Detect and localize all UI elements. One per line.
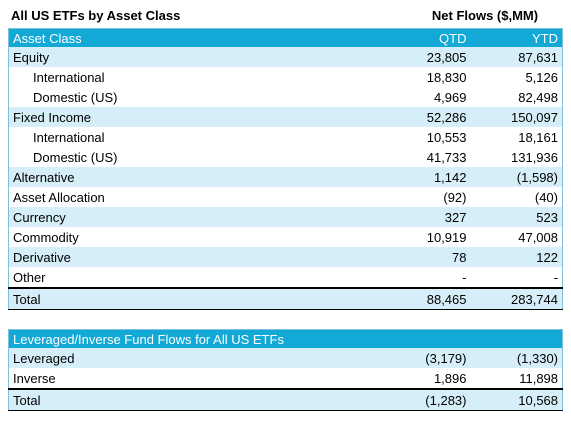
net-flows-label: Net Flows ($,MM) xyxy=(431,8,539,23)
row-ytd: 18,161 xyxy=(518,129,558,145)
row-label: Alternative xyxy=(8,167,339,187)
row-qtd: (92) xyxy=(443,189,467,205)
total-label: Total xyxy=(8,388,339,411)
row-label: Derivative xyxy=(8,247,339,267)
table-header: Leveraged/Inverse Fund Flows for All US … xyxy=(8,329,563,348)
row-ytd: 11,898 xyxy=(519,370,559,386)
row-qtd: 327 xyxy=(338,207,471,227)
row-ytd: (1,598) xyxy=(470,167,563,187)
row-ytd: (1,330) xyxy=(470,348,563,368)
total-row: Total (1,283) 10,568 xyxy=(8,388,563,411)
row-qtd: 18,830 xyxy=(426,69,467,85)
total-qtd: 88,465 xyxy=(338,287,471,310)
table-row: Equity 23,805 87,631 xyxy=(8,47,563,67)
row-qtd: 78 xyxy=(338,247,471,267)
table-row: Leveraged (3,179) (1,330) xyxy=(8,348,563,368)
row-ytd: (40) xyxy=(534,189,558,205)
row-label: Inverse xyxy=(13,370,56,386)
row-ytd: 131,936 xyxy=(511,149,558,165)
row-qtd: 10,919 xyxy=(426,229,467,245)
row-qtd: 4,969 xyxy=(433,89,467,105)
row-qtd: (3,179) xyxy=(338,348,471,368)
row-ytd: 523 xyxy=(470,207,563,227)
row-label: Domestic (US) xyxy=(33,149,118,165)
row-qtd: 52,286 xyxy=(338,107,471,127)
row-qtd: - xyxy=(462,269,467,285)
header-qtd: QTD xyxy=(338,28,471,47)
report-title: All US ETFs by Asset Class xyxy=(11,8,181,23)
title-row: All US ETFs by Asset Class Net Flows ($,… xyxy=(8,8,562,26)
table-row: Currency 327 523 xyxy=(8,207,563,227)
table-row: Asset Allocation (92) (40) xyxy=(9,187,563,207)
row-qtd: 10,553 xyxy=(426,129,467,145)
table-row: Commodity 10,919 47,008 xyxy=(9,227,563,247)
row-ytd: 122 xyxy=(470,247,563,267)
row-qtd: 1,896 xyxy=(433,370,467,386)
table-row: International 10,553 18,161 xyxy=(9,127,563,147)
row-ytd: 47,008 xyxy=(518,229,558,245)
total-ytd: 283,744 xyxy=(470,287,563,310)
header-asset-class: Asset Class xyxy=(8,28,339,47)
table-row: Inverse 1,896 11,898 xyxy=(9,368,563,389)
table-row: Other - - xyxy=(9,267,563,288)
row-ytd: 150,097 xyxy=(470,107,563,127)
row-label: Equity xyxy=(8,47,339,67)
table-row: Alternative 1,142 (1,598) xyxy=(8,167,563,187)
table-row: Fixed Income 52,286 150,097 xyxy=(8,107,563,127)
total-label: Total xyxy=(8,287,339,310)
row-label: Leveraged xyxy=(8,348,339,368)
row-ytd: 5,126 xyxy=(525,69,558,85)
row-label: Other xyxy=(13,269,46,285)
row-ytd: - xyxy=(553,269,558,285)
table-row: Domestic (US) 4,969 82,498 xyxy=(9,87,563,107)
row-qtd: 23,805 xyxy=(338,47,471,67)
asset-class-table: Asset Class QTD YTD Equity 23,805 87,631… xyxy=(8,28,563,310)
row-ytd: 87,631 xyxy=(470,47,563,67)
header-leveraged-inverse: Leveraged/Inverse Fund Flows for All US … xyxy=(8,329,563,348)
row-label: Asset Allocation xyxy=(13,189,105,205)
total-row: Total 88,465 283,744 xyxy=(8,287,563,310)
header-ytd: YTD xyxy=(470,28,563,47)
row-label: International xyxy=(33,129,105,145)
table-row: Domestic (US) 41,733 131,936 xyxy=(9,147,563,167)
total-qtd: (1,283) xyxy=(338,388,471,411)
table-header: Asset Class QTD YTD xyxy=(8,28,563,47)
table-row: International 18,830 5,126 xyxy=(9,67,563,87)
leveraged-inverse-table: Leveraged/Inverse Fund Flows for All US … xyxy=(8,329,564,411)
row-label: Currency xyxy=(8,207,339,227)
total-ytd: 10,568 xyxy=(470,388,563,411)
row-label: Fixed Income xyxy=(8,107,339,127)
row-qtd: 41,733 xyxy=(426,149,467,165)
row-label: Domestic (US) xyxy=(33,89,118,105)
row-qtd: 1,142 xyxy=(338,167,471,187)
row-label: Commodity xyxy=(13,229,79,245)
row-ytd: 82,498 xyxy=(518,89,558,105)
row-label: International xyxy=(33,69,105,85)
table-row: Derivative 78 122 xyxy=(8,247,563,267)
